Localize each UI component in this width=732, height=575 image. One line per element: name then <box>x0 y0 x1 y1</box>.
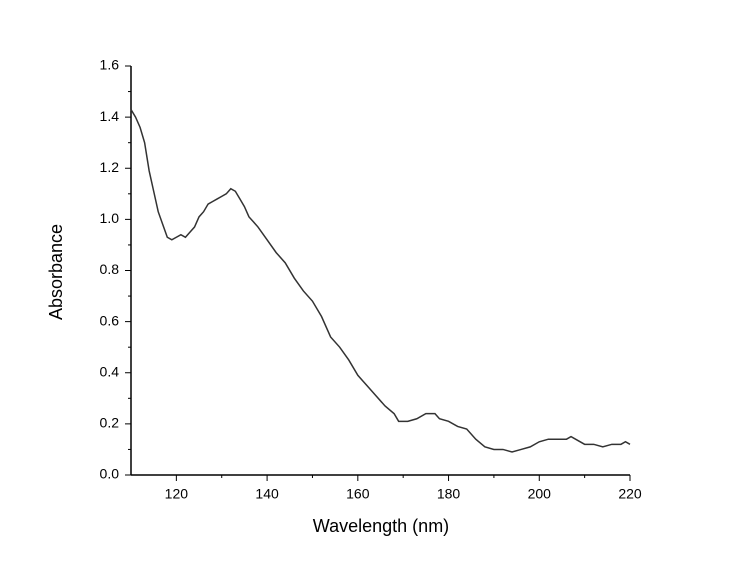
y-tick-label: 1.4 <box>100 108 120 124</box>
x-tick-label: 200 <box>528 486 552 502</box>
y-tick-label: 1.6 <box>100 57 120 73</box>
y-tick-label: 0.6 <box>100 312 120 328</box>
y-tick-label: 0.0 <box>100 466 120 482</box>
y-tick-label: 0.2 <box>100 415 120 431</box>
x-tick-label: 180 <box>437 486 461 502</box>
x-tick-label: 140 <box>255 486 279 502</box>
y-tick-label: 0.8 <box>100 261 120 277</box>
y-tick-label: 1.2 <box>100 159 120 175</box>
x-axis-label: Wavelength (nm) <box>313 516 449 536</box>
x-tick-label: 120 <box>165 486 189 502</box>
y-tick-label: 1.0 <box>100 210 120 226</box>
x-tick-label: 220 <box>618 486 642 502</box>
data-line <box>130 109 631 453</box>
x-tick-label: 160 <box>346 486 370 502</box>
y-axis-label: Absorbance <box>46 224 66 320</box>
y-tick-label: 0.4 <box>100 363 120 379</box>
